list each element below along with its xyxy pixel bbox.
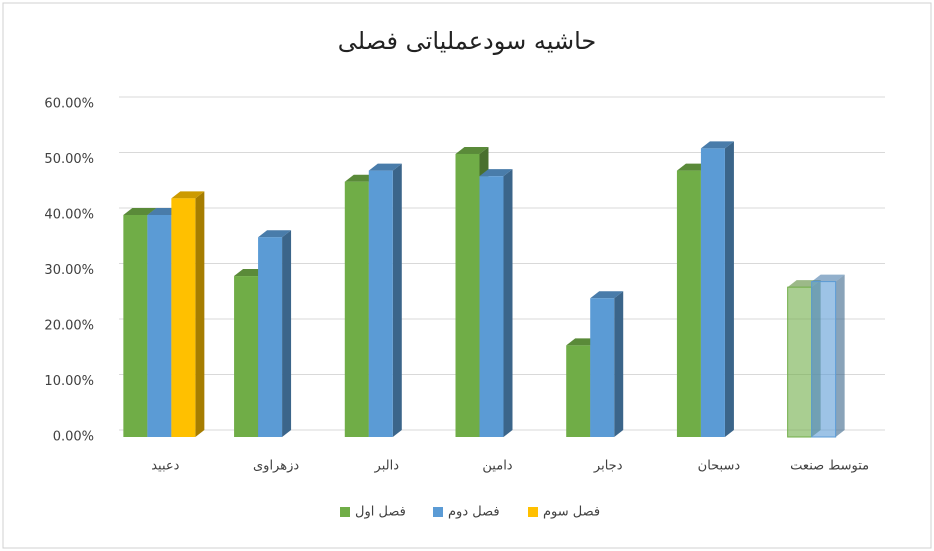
x-tick-label: دامین [482,459,512,474]
y-tick-label: 30.00% [44,263,94,278]
bar-top [700,141,734,149]
bar-side [282,230,292,437]
bar [234,276,259,437]
legend-label: فصل دوم [448,505,500,520]
bar-side [195,191,205,437]
y-tick-label: 20.00% [44,319,94,334]
legend-label: فصل سوم [543,505,600,520]
bar [787,286,813,438]
y-tick-label: 10.00% [44,374,94,389]
bar-top [123,208,157,215]
y-tick-label: 0.00% [53,430,94,445]
bar [368,170,393,437]
bar-top [479,169,513,177]
bar-top [258,230,292,238]
legend-swatch [340,507,350,517]
bar [147,215,172,437]
legend-swatch [528,507,538,517]
bar-top [455,146,489,154]
bar [676,170,701,437]
bar [566,345,591,437]
bar [258,237,283,437]
y-tick-label: 50.00% [44,152,94,167]
bar [344,181,369,437]
bar-side [724,141,734,437]
x-tick-label: متوسط صنعت [790,459,869,474]
bar [171,198,196,437]
x-tick-label: دسبحان [698,459,741,474]
bar [700,148,725,437]
legend-label: فصل اول [355,505,406,520]
x-tick-label: دجابر [593,459,623,474]
bar [811,281,837,438]
chart-title: حاشیه سودعملیاتی فصلی [338,27,596,55]
bar-side [392,163,402,437]
y-tick-label: 60.00% [44,97,94,112]
x-tick-label: دالبر [374,459,400,474]
x-tick-label: دزهراوی [253,459,299,474]
x-tick-label: دعبید [151,459,179,474]
bar-top [171,191,205,199]
bar-side [503,169,513,437]
legend-swatch [433,507,443,517]
bar-side [835,274,845,437]
bar-top [811,274,845,282]
y-tick-label: 40.00% [44,208,94,223]
bar [123,215,148,437]
bar-top [368,163,402,171]
bar [479,176,504,437]
bar [590,298,615,437]
bar [455,153,480,437]
bar-top [590,291,624,299]
bar-side [614,291,624,437]
